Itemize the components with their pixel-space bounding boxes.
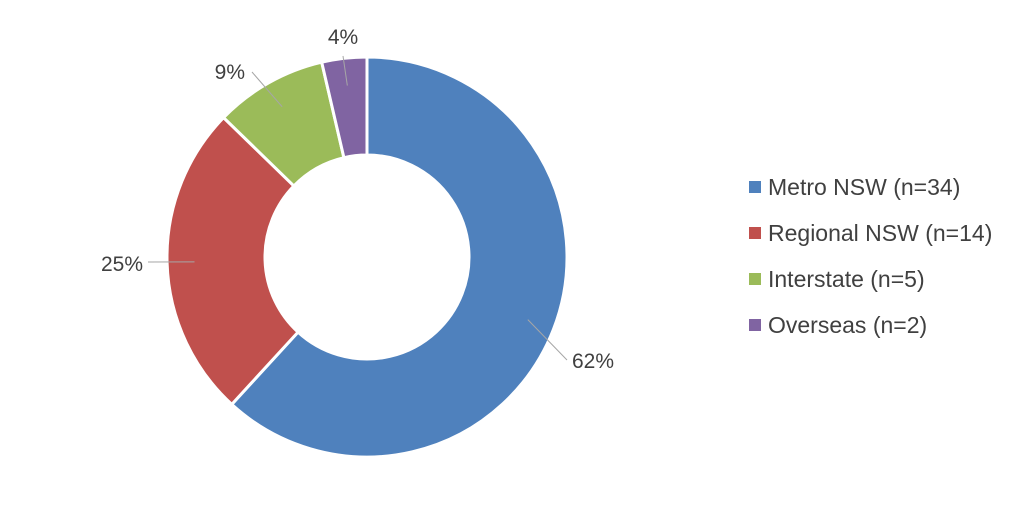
label-leader-lines bbox=[147, 55, 568, 361]
legend-label-regional-nsw: Regional NSW (n=14) bbox=[768, 220, 992, 246]
slice-metro-nsw bbox=[229, 55, 569, 459]
data-label-interstate: 9% bbox=[215, 61, 245, 84]
data-label-regional-nsw: 25% bbox=[101, 253, 143, 276]
leader-line-metro-nsw bbox=[527, 319, 568, 361]
donut-slices bbox=[165, 55, 569, 459]
data-labels: 62% 25% 9% 4% bbox=[101, 26, 614, 373]
leader-line-overseas bbox=[342, 55, 348, 86]
data-label-overseas: 4% bbox=[328, 26, 358, 49]
slice-regional-nsw bbox=[165, 115, 301, 407]
legend-swatch-interstate bbox=[749, 273, 761, 285]
legend-label-metro-nsw: Metro NSW (n=34) bbox=[768, 174, 960, 200]
slice-overseas bbox=[319, 55, 369, 160]
legend-label-interstate: Interstate (n=5) bbox=[768, 266, 925, 292]
legend: Metro NSW (n=34) Regional NSW (n=14) Inter… bbox=[749, 174, 992, 338]
legend-swatch-metro-nsw bbox=[749, 181, 761, 193]
legend-label-overseas: Overseas (n=2) bbox=[768, 312, 927, 338]
leader-line-interstate bbox=[251, 71, 283, 108]
legend-swatch-regional-nsw bbox=[749, 227, 761, 239]
data-label-metro-nsw: 62% bbox=[572, 350, 614, 373]
legend-swatch-overseas bbox=[749, 319, 761, 331]
